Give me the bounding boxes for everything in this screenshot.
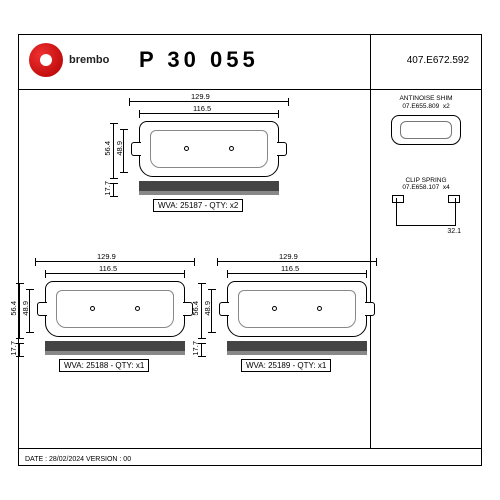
pad-ear: [277, 142, 287, 156]
accessories-column: ANTINOISE SHIM 07.E655.809 x2 CLIP SPRIN…: [377, 95, 475, 235]
pad-shape: [45, 281, 185, 337]
brand-text: brembo: [69, 54, 109, 66]
brand-logo: brembo: [29, 43, 109, 77]
dim-line: [201, 283, 202, 339]
pad-ear: [131, 142, 141, 156]
dim-w-outer: 129.9: [279, 252, 298, 261]
clip-qty: x4: [443, 184, 450, 191]
pad-bottom-left: 129.9 116.5 56.4 48.9 17.7 WVA: 25188 - …: [25, 265, 205, 339]
dim-line: [217, 261, 377, 262]
pad-side-view: [45, 341, 185, 355]
pad-ear: [365, 302, 375, 316]
dim-line: [139, 113, 279, 114]
shim-illustration: [391, 115, 461, 145]
clip-title: CLIP SPRING 07.E658.107 x4: [377, 177, 475, 193]
clip-dim: 32.1: [377, 228, 475, 235]
dim-w-inner: 116.5: [193, 104, 211, 113]
dim-line: [113, 183, 114, 197]
reference-code: 407.E672.592: [407, 55, 469, 66]
pad-ear: [37, 302, 47, 316]
dim-h-outer: 56.4: [103, 141, 112, 156]
drawing-frame: brembo P 30 055 407.E672.592 DATE : 28/0…: [18, 34, 482, 466]
dim-line: [19, 343, 20, 357]
dim-line: [201, 343, 202, 357]
dim-w-outer: 129.9: [191, 92, 210, 101]
footer-divider: [19, 448, 481, 449]
pad-top: 129.9 116.5 56.4 48.9 17.7 WVA: 25187 - …: [119, 105, 299, 179]
shim-code: 07.E655.809: [402, 103, 439, 110]
shim-qty: x2: [443, 103, 450, 110]
pad-side-view: [139, 181, 279, 195]
dim-side: 17.7: [103, 181, 112, 196]
pad-ear: [219, 302, 229, 316]
dim-line: [227, 273, 367, 274]
clip-illustration: [396, 198, 456, 226]
part-number: P 30 055: [139, 47, 259, 73]
main-drawing-area: 129.9 116.5 56.4 48.9 17.7 WVA: 25187 - …: [29, 95, 361, 443]
shim-title: ANTINOISE SHIM 07.E655.809 x2: [377, 95, 475, 111]
dim-w-outer: 129.9: [97, 252, 116, 261]
clip-code: 07.E658.107: [402, 184, 439, 191]
pad-friction-surface: [56, 290, 174, 328]
wva-label: WVA: 25188 - QTY: x1: [59, 359, 149, 372]
pad-friction-surface: [238, 290, 356, 328]
shim-title-text: ANTINOISE SHIM: [399, 95, 452, 102]
rivet-icon: [272, 306, 277, 311]
dim-line: [113, 123, 114, 179]
right-divider: [370, 35, 371, 449]
rivet-icon: [317, 306, 322, 311]
pad-shape: [139, 121, 279, 177]
clip-title-text: CLIP SPRING: [405, 177, 446, 184]
dim-line: [19, 283, 20, 339]
rivet-icon: [135, 306, 140, 311]
wva-label: WVA: 25189 - QTY: x1: [241, 359, 331, 372]
header-divider: [19, 89, 481, 90]
dim-line: [129, 101, 289, 102]
dim-line: [45, 273, 185, 274]
dim-line: [35, 261, 195, 262]
dim-w-inner: 116.5: [281, 264, 299, 273]
rivet-icon: [229, 146, 234, 151]
dim-w-inner: 116.5: [99, 264, 117, 273]
dim-h-outer: 56.4: [191, 301, 200, 316]
pad-side-view: [227, 341, 367, 355]
dim-h-outer: 56.4: [9, 301, 18, 316]
pad-friction-surface: [150, 130, 268, 168]
dim-side: 17.7: [9, 341, 18, 356]
rivet-icon: [90, 306, 95, 311]
rivet-icon: [184, 146, 189, 151]
brembo-disc-icon: [29, 43, 63, 77]
pad-shape: [227, 281, 367, 337]
wva-label: WVA: 25187 - QTY: x2: [153, 199, 243, 212]
footer-meta: DATE : 28/02/2024 VERSION : 00: [25, 456, 131, 463]
dim-side: 17.7: [191, 341, 200, 356]
pad-bottom-right: 129.9 116.5 56.4 48.9 17.7 WVA: 25189 - …: [207, 265, 387, 339]
